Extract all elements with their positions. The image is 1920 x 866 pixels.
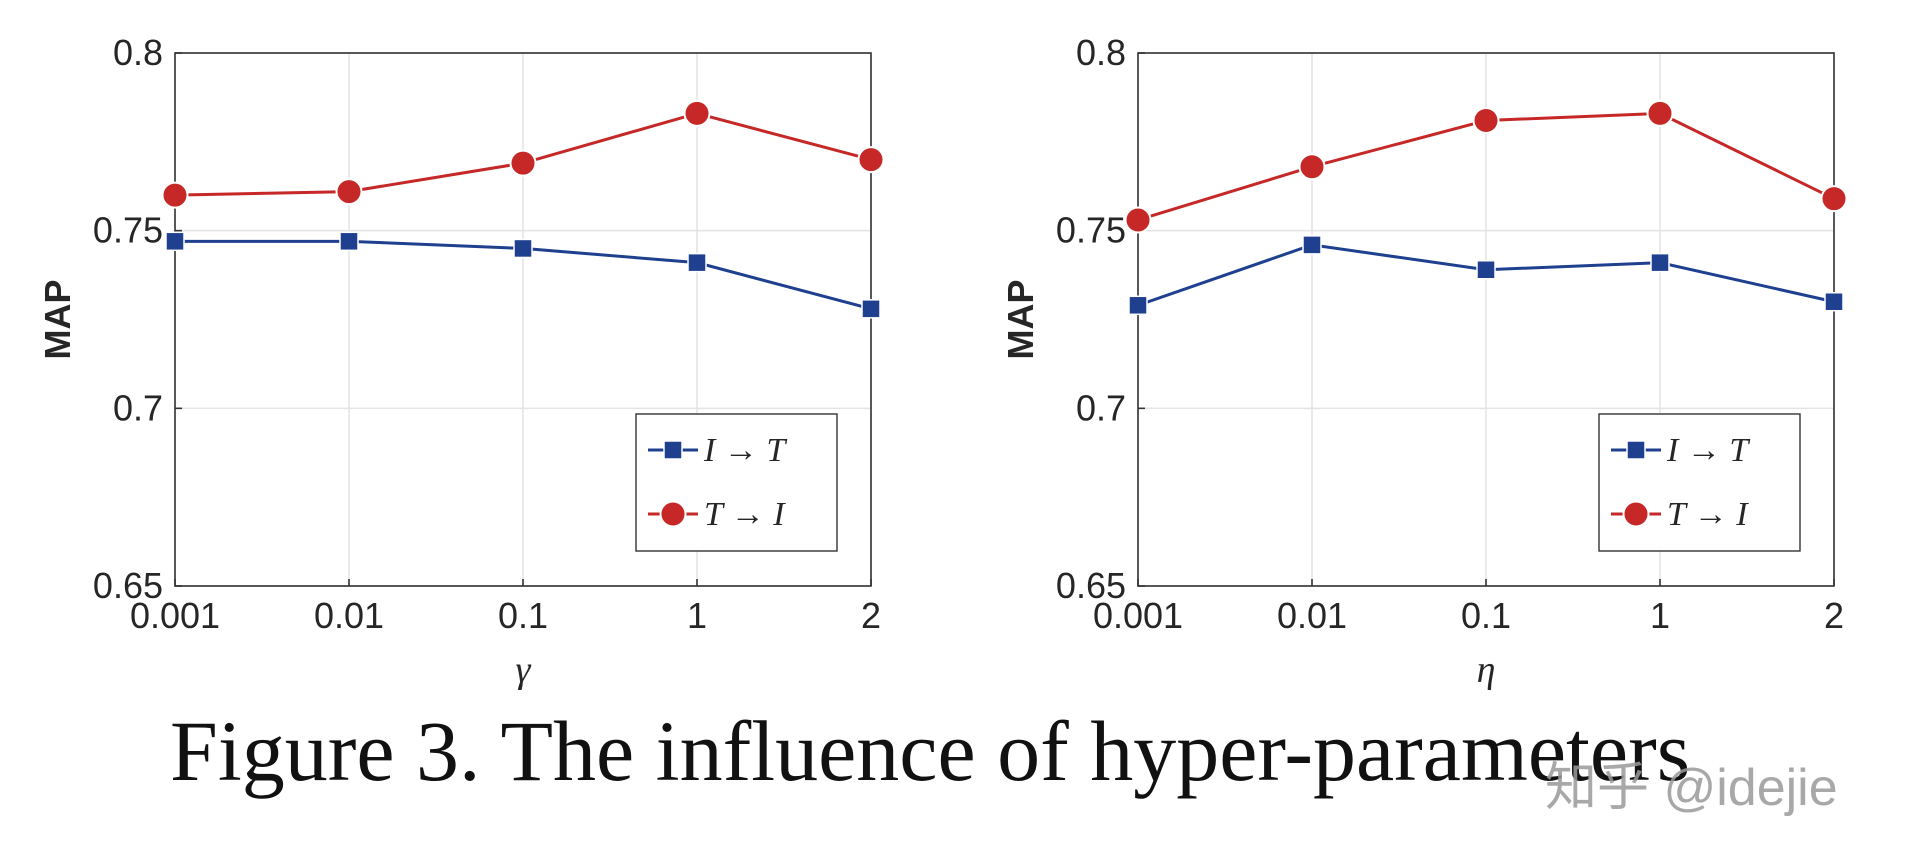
y-axis-label: MAP (1000, 280, 1041, 360)
y-tick-label: 0.8 (1076, 32, 1126, 73)
data-point-circle (1820, 185, 1848, 213)
y-tick-label: 0.75 (1056, 210, 1126, 251)
data-point-circle (509, 149, 537, 177)
x-tick-label: 0.001 (1093, 595, 1183, 636)
x-tick-label: 1 (687, 595, 707, 636)
legend-marker-circle (1622, 500, 1650, 528)
x-tick-label: 2 (861, 595, 881, 636)
data-point-square (1476, 260, 1496, 280)
legend-marker-square (663, 440, 683, 460)
legend-box (635, 413, 838, 552)
x-axis-label: γ (516, 649, 532, 691)
data-point-circle (1472, 107, 1500, 135)
data-point-square (1650, 252, 1670, 273)
x-tick-label: 0.01 (314, 595, 384, 636)
chart-eta: 0.001 0.01 0.1 1 2 0.65 0.7 0.75 0.8 MAP η I → T T →… (1000, 32, 1848, 691)
data-point-circle (1298, 153, 1326, 181)
watermark: 知乎 @idejie (1545, 759, 1838, 817)
x-tick-label: 0.001 (130, 595, 220, 636)
legend-marker-square (1626, 440, 1646, 460)
legend-label: T → I (1667, 496, 1749, 533)
x-tick-label: 1 (1650, 595, 1670, 636)
x-tick-label: 0.1 (1461, 595, 1511, 636)
data-point-circle (683, 99, 711, 127)
x-tick-label: 2 (1824, 595, 1844, 636)
data-point-circle (335, 178, 363, 206)
y-tick-label: 0.65 (1056, 565, 1126, 606)
data-point-circle (1646, 99, 1674, 127)
data-point-square (1302, 235, 1322, 255)
legend-box (1598, 413, 1801, 552)
data-point-square (861, 299, 881, 319)
legend-label: I → T (703, 432, 787, 469)
data-point-square (687, 252, 707, 273)
y-tick-label: 0.7 (1076, 387, 1126, 428)
data-point-square (339, 231, 359, 252)
data-point-square (513, 238, 533, 259)
figure-caption: Figure 3. The influence of hyper-paramet… (170, 703, 1690, 799)
y-tick-label: 0.65 (93, 565, 163, 606)
y-axis-label: MAP (37, 280, 78, 360)
data-point-square (1128, 295, 1148, 316)
legend-marker-circle (659, 500, 687, 528)
legend-label: I → T (1666, 432, 1750, 469)
data-point-square (1824, 291, 1844, 312)
data-point-circle (857, 146, 885, 174)
data-point-circle (1124, 206, 1152, 234)
legend: I → T T → I (635, 413, 838, 552)
y-tick-label: 0.75 (93, 210, 163, 251)
legend: I → T T → I (1598, 413, 1801, 552)
data-point-circle (161, 181, 189, 209)
x-tick-label: 0.1 (498, 595, 548, 636)
legend-label: T → I (704, 496, 786, 533)
chart-gamma: 0.001 0.01 0.1 1 2 0.65 0.7 0.75 0.8 MAP γ I → T T →… (37, 32, 885, 691)
y-tick-label: 0.8 (113, 32, 163, 73)
x-tick-label: 0.01 (1277, 595, 1347, 636)
data-point-square (165, 231, 185, 252)
y-tick-label: 0.7 (113, 387, 163, 428)
x-axis-label: η (1477, 649, 1496, 691)
